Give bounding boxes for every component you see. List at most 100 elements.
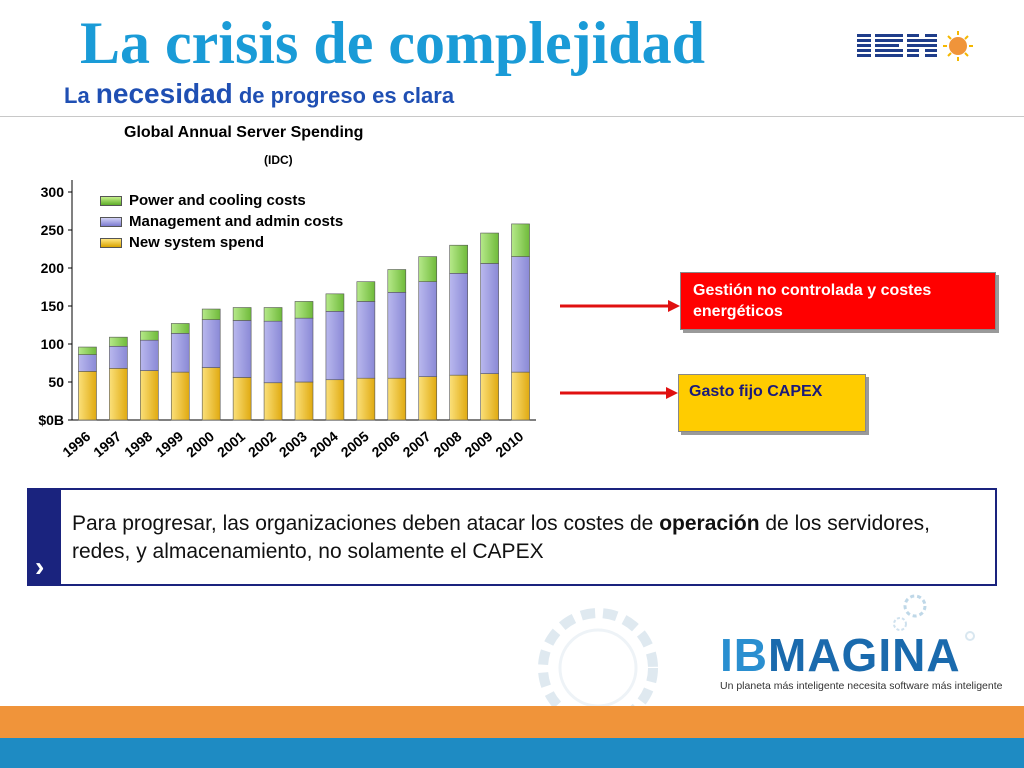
callout-capex: Gasto fijo CAPEX (678, 374, 866, 432)
legend-label-management: Management and admin costs (129, 213, 344, 230)
arrow-right-icon (560, 387, 678, 399)
ibmagina-logo-ib: IB (720, 629, 768, 681)
x-tick-label: 2009 (461, 428, 495, 460)
bar-segment-new-system (201, 367, 221, 421)
legend-item-management: Management and admin costs (100, 211, 343, 232)
arrow-right-icon (560, 300, 680, 312)
x-tick-label: 2002 (245, 428, 279, 460)
stacked-bar-chart: $0B 50 100 150 200 250 300 19961997199819992000… (38, 180, 536, 460)
subtitle-part-1: La (64, 83, 96, 108)
bar-segment-new-system (418, 376, 438, 421)
ibm-logo (857, 31, 973, 61)
x-tick-label: 2008 (430, 428, 464, 460)
chart-subtitle: (IDC) (264, 153, 293, 167)
bar-segment-management (325, 311, 345, 381)
legend-swatch-new-system (100, 237, 122, 248)
x-tick-label: 2005 (338, 428, 372, 460)
bar-segment-power (387, 269, 407, 293)
bar-segment-power (449, 244, 468, 274)
legend-label-power: Power and cooling costs (129, 192, 306, 209)
bar-segment-power (294, 301, 314, 319)
x-tick-label: 2003 (276, 428, 310, 460)
bar-segment-new-system (356, 377, 376, 421)
bar-segment-power (480, 232, 499, 264)
legend-swatch-management (100, 216, 122, 227)
bar-segment-management (511, 256, 530, 373)
y-tick-label: 250 (41, 222, 65, 238)
bar-segment-new-system (511, 371, 530, 421)
bar-segment-power (170, 323, 190, 334)
bar-segment-power (78, 346, 97, 355)
bar-segment-power (232, 307, 252, 321)
bar-segment-new-system (294, 381, 314, 421)
key-message-part-1: Para progresar, las organizaciones deben… (72, 512, 660, 535)
slide-title: La crisis de complejidad (80, 10, 705, 76)
x-tick-label: 1998 (121, 428, 155, 460)
y-tick-label: $0B (38, 412, 64, 428)
ibmagina-tagline: Un planeta más inteligente necesita soft… (720, 680, 1003, 692)
footer-band-orange (0, 706, 1024, 738)
bar-segment-power (511, 223, 530, 257)
footer-band-blue (0, 738, 1024, 768)
bar-segment-new-system (140, 370, 159, 421)
legend-label-new-system: New system spend (129, 234, 265, 251)
bar-segment-new-system (78, 371, 97, 421)
x-tick-label: 1996 (59, 428, 93, 460)
bar-segment-management (263, 320, 283, 384)
header-divider (0, 116, 1024, 117)
bar-segment-management (418, 281, 438, 377)
legend-item-power: Power and cooling costs (100, 190, 343, 211)
x-tick-label: 1997 (90, 428, 124, 460)
key-message-text: Para progresar, las organizaciones deben… (72, 510, 987, 566)
bar-segment-management (480, 263, 499, 374)
y-tick-label: 50 (48, 374, 64, 390)
bar-segment-power (356, 281, 376, 302)
chevron-right-icon: › (35, 551, 45, 582)
ibmagina-logo: IBMAGINA (720, 630, 961, 680)
bar-segment-management (232, 320, 252, 378)
bar-segment-management (78, 354, 97, 372)
y-tick-label: 300 (41, 184, 65, 200)
legend-swatch-power (100, 195, 122, 206)
sun-icon (943, 31, 973, 61)
chart-legend: Power and cooling costs Management and a… (100, 190, 343, 253)
note-accent-bar: › (29, 490, 61, 584)
key-message-box: › Para progresar, las organizaciones deb… (27, 488, 997, 586)
bar-segment-management (140, 339, 159, 371)
bar-segment-power (263, 307, 283, 322)
bar-segment-management (356, 301, 376, 379)
ibm-logo-letters (857, 34, 937, 57)
key-message-bold: operación (659, 512, 760, 535)
bar-segment-new-system (480, 373, 499, 421)
bar-segment-management (449, 273, 468, 376)
slide-subtitle: La necesidad de progreso es clara (64, 78, 454, 110)
bar-segment-management (109, 345, 128, 369)
bar-segment-new-system (387, 377, 407, 421)
y-tick-label: 200 (41, 260, 65, 276)
bar-segment-management (294, 317, 314, 383)
bar-segment-new-system (232, 377, 252, 421)
x-tick-label: 2007 (400, 428, 434, 460)
key-message-part-2: de los servidores, redes, y almacenamien… (72, 512, 930, 563)
x-tick-label: 2010 (492, 428, 526, 460)
bar-segment-new-system (449, 374, 468, 421)
bar-segment-new-system (170, 371, 190, 421)
y-tick-label: 150 (41, 298, 65, 314)
x-tick-label: 2001 (214, 428, 248, 460)
bar-segment-new-system (109, 368, 128, 421)
x-tick-label: 2004 (307, 428, 341, 460)
ibmagina-logo-rest: MAGINA (768, 629, 961, 681)
bar-segment-new-system (325, 379, 345, 421)
bar-segment-new-system (263, 382, 283, 421)
callout-unmanaged-costs: Gestión no controlada y costes energétic… (680, 272, 996, 330)
bar-segment-power (418, 256, 438, 282)
chart-title: Global Annual Server Spending (124, 124, 364, 141)
x-tick-label: 2000 (183, 428, 217, 460)
bar-segment-power (325, 293, 345, 312)
x-tick-label: 1999 (152, 428, 186, 460)
bar-segment-management (387, 292, 407, 379)
x-tick-label: 2006 (369, 428, 403, 460)
y-tick-label: 100 (41, 336, 65, 352)
bar-segment-power (140, 330, 159, 341)
subtitle-part-2: necesidad (95, 78, 233, 109)
